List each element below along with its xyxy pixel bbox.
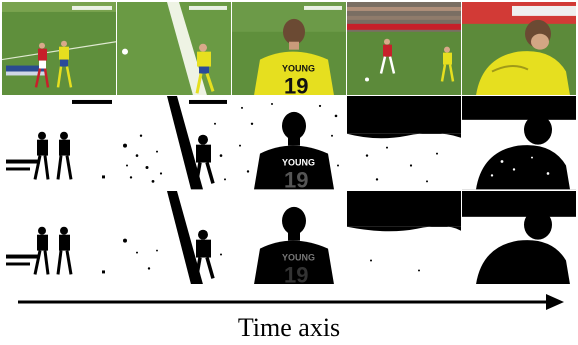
- jersey-number-label: 19: [284, 73, 308, 95]
- frame-1-original: [2, 2, 116, 96]
- frame-2-mask-b: [117, 190, 231, 284]
- frame-5-mask-a: [462, 96, 576, 190]
- jersey-name-label: YOUNG: [282, 252, 315, 262]
- frame-3-original: YOUNG 19: [232, 2, 346, 96]
- frame-1-mask-a: [2, 96, 116, 190]
- frame-5-original: [462, 2, 576, 96]
- time-axis-arrow: [18, 290, 564, 314]
- frame-2-original: [117, 2, 231, 96]
- jersey-name-label: YOUNG: [282, 64, 315, 74]
- frame-2-mask-a: [117, 96, 231, 190]
- jersey-number-label: 19: [284, 168, 308, 190]
- frame-grid: YOUNG 19: [2, 2, 576, 284]
- frame-4-mask-b: [347, 190, 461, 284]
- frame-3-mask-a: YOUNG 19: [232, 96, 346, 190]
- frame-3-mask-b: YOUNG 19: [232, 190, 346, 284]
- frame-1-mask-b: [2, 190, 116, 284]
- jersey-name-label: YOUNG: [282, 158, 315, 168]
- frame-5-mask-b: [462, 190, 576, 284]
- time-axis-label: Time axis: [237, 313, 341, 342]
- frame-4-mask-a: [347, 96, 461, 190]
- jersey-number-label: 19: [284, 262, 308, 284]
- frame-4-original: [347, 2, 461, 96]
